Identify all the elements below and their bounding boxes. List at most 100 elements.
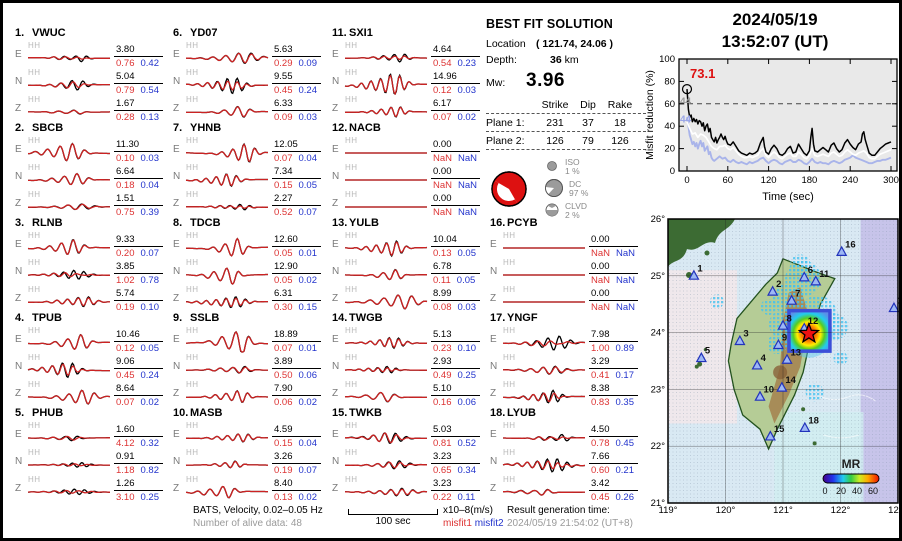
band-code-label: HH: [345, 285, 358, 294]
station-title: 14. TWGB: [332, 312, 383, 324]
misfit2-value: 0.24: [298, 85, 318, 96]
waveform-trace: [186, 52, 269, 65]
station-title: 3. RLNB: [15, 217, 63, 229]
misfit1-value: 0.15: [274, 438, 293, 449]
station-title: 16. PCYB: [490, 217, 538, 229]
amplitude-misfit-values: 12.05 0.07 0.04: [272, 140, 321, 164]
band-code-label: HH: [503, 380, 516, 389]
plane-value: 126: [611, 135, 629, 147]
band-code-label: HH: [186, 475, 199, 484]
amplitude-misfit-values: 1.60 4.12 0.32: [114, 425, 163, 449]
amplitude-misfit-values: 9.33 0.20 0.07: [114, 235, 163, 259]
misfit2-value: 0.15: [298, 302, 318, 313]
band-code-label: HH: [186, 421, 199, 430]
misfit2-value: 0.02: [140, 397, 160, 408]
peak-amplitude: 9.33: [114, 235, 163, 247]
channel-row-N: N HH 12.90 0.05 0.02: [173, 258, 325, 286]
band-code-label: HH: [186, 285, 199, 294]
station-block-TWKB: 15. TWKB E HH 5.03 0.81 0.52 N HH 3.23 0.6…: [332, 407, 484, 503]
misfit1-value: 0.76: [116, 58, 135, 69]
amplitude-misfit-values: 10.04 0.13 0.05: [431, 235, 480, 259]
component-label: E: [490, 429, 497, 440]
map-station-triangle-icon: [781, 353, 793, 364]
component-label: N: [173, 76, 181, 87]
channel-row-Z: Z HH 5.10 0.16 0.06: [332, 380, 484, 408]
misfit2-value: 0.03: [457, 302, 477, 313]
misfit1-value: 0.65: [433, 465, 452, 476]
misfit2-value: 0.13: [140, 112, 160, 123]
misfit2-value: 0.03: [140, 153, 160, 164]
misfit1-value: 4.12: [116, 438, 135, 449]
band-code-label: HH: [28, 258, 41, 267]
amplitude-misfit-values: 7.66 0.60 0.21: [589, 452, 638, 476]
mw-value: 3.96: [526, 70, 565, 91]
channel-row-Z: Z HH 8.38 0.83 0.35: [490, 380, 642, 408]
misfit2-value: 0.32: [140, 438, 160, 449]
component-label: N: [332, 456, 340, 467]
amplitude-misfit-values: 8.64 0.07 0.02: [114, 384, 163, 408]
depth-unit: km: [564, 54, 579, 66]
band-code-label: HH: [186, 68, 199, 77]
misfit2-value: NaN: [458, 207, 478, 218]
station-block-YNGF: 17. YNGF E HH 7.98 1.00 0.89 N HH 3.29 0.4…: [490, 312, 642, 408]
component-label: Z: [332, 388, 339, 399]
waveform-trace: [503, 433, 585, 442]
station-title: 18. LYUB: [490, 407, 536, 419]
peak-amplitude: 4.59: [272, 425, 321, 437]
channel-row-Z: Z HH 6.17 0.07 0.02: [332, 95, 484, 123]
amplitude-misfit-values: 4.50 0.78 0.45: [589, 425, 638, 449]
component-label: Z: [332, 293, 339, 304]
amplitude-misfit-values: 12.60 0.05 0.01: [272, 235, 321, 259]
component-label: E: [332, 49, 339, 60]
station-block-SXI1: 11. SXI1 E HH 4.64 0.54 0.23 N HH 14.96 0.…: [332, 27, 484, 123]
misfit2-value: 0.05: [457, 248, 477, 259]
channel-row-E: E HH 9.33 0.20 0.07: [15, 231, 167, 259]
channel-row-E: E HH 4.50 0.78 0.45: [490, 421, 642, 449]
band-code-label: HH: [186, 448, 199, 457]
band-code-label: HH: [186, 190, 199, 199]
channel-row-N: N HH 0.91 1.18 0.82: [15, 448, 167, 476]
misfit1-value: 0.49: [433, 370, 452, 381]
svg-text:120: 120: [761, 175, 777, 186]
misfit2-value: 0.23: [457, 58, 477, 69]
misfit2-value: 0.52: [457, 438, 477, 449]
component-label: N: [15, 266, 23, 277]
waveform-trace: [344, 432, 427, 444]
station-block-YULB: 13. YULB E HH 10.04 0.13 0.05 N HH 6.78 0.…: [332, 217, 484, 313]
nodal-plane-table: Strike Dip Rake Plane 1: 231 37 18 Plane 2: 126 7…: [486, 96, 646, 150]
svg-text:2: 2: [776, 279, 781, 290]
misfit2-value: 0.02: [457, 112, 477, 123]
channel-row-E: E HH 0.00 NaN NaN: [490, 231, 642, 259]
misfit2-value: 0.02: [298, 492, 318, 503]
svg-text:121°: 121°: [773, 505, 793, 515]
misfit2-value: NaN: [458, 153, 478, 164]
component-label: N: [490, 361, 498, 372]
amplitude-misfit-values: 6.33 0.09 0.03: [272, 99, 321, 123]
station-title: 5. PHUB: [15, 407, 64, 419]
component-label: Z: [173, 388, 180, 399]
peak-amplitude: 9.06: [114, 357, 163, 369]
svg-text:3: 3: [743, 329, 748, 340]
station-block-YD07: 6. YD07 E HH 5.63 0.29 0.09 N HH 9.55 0.45…: [173, 27, 325, 123]
channel-row-Z: Z HH 8.99 0.08 0.03: [332, 285, 484, 313]
amplitude-misfit-values: 11.30 0.10 0.03: [114, 140, 163, 164]
peak-amplitude: 6.33: [272, 99, 321, 111]
misfit1-value: 0.30: [274, 302, 293, 313]
misfit1-value: 0.10: [116, 153, 135, 164]
peak-amplitude: 3.26: [272, 452, 321, 464]
misfit2-value: 0.89: [615, 343, 635, 354]
peak-amplitude: 0.00: [431, 167, 480, 179]
channel-row-N: N HH 7.66 0.60 0.21: [490, 448, 642, 476]
amplitude-misfit-values: 1.26 3.10 0.25: [114, 479, 163, 503]
waveform-trace: [28, 296, 110, 308]
channel-row-E: E HH 5.03 0.81 0.52: [332, 421, 484, 449]
band-code-label: HH: [186, 380, 199, 389]
svg-text:25°: 25°: [651, 271, 666, 282]
waveform-trace: [503, 247, 585, 249]
misfit1-value: 0.06: [274, 397, 293, 408]
component-label: N: [490, 456, 498, 467]
peak-amplitude: 7.90: [272, 384, 321, 396]
map-station-triangle-icon: [754, 390, 766, 401]
svg-text:60: 60: [723, 175, 734, 186]
map-station-triangle-icon: [888, 301, 899, 313]
